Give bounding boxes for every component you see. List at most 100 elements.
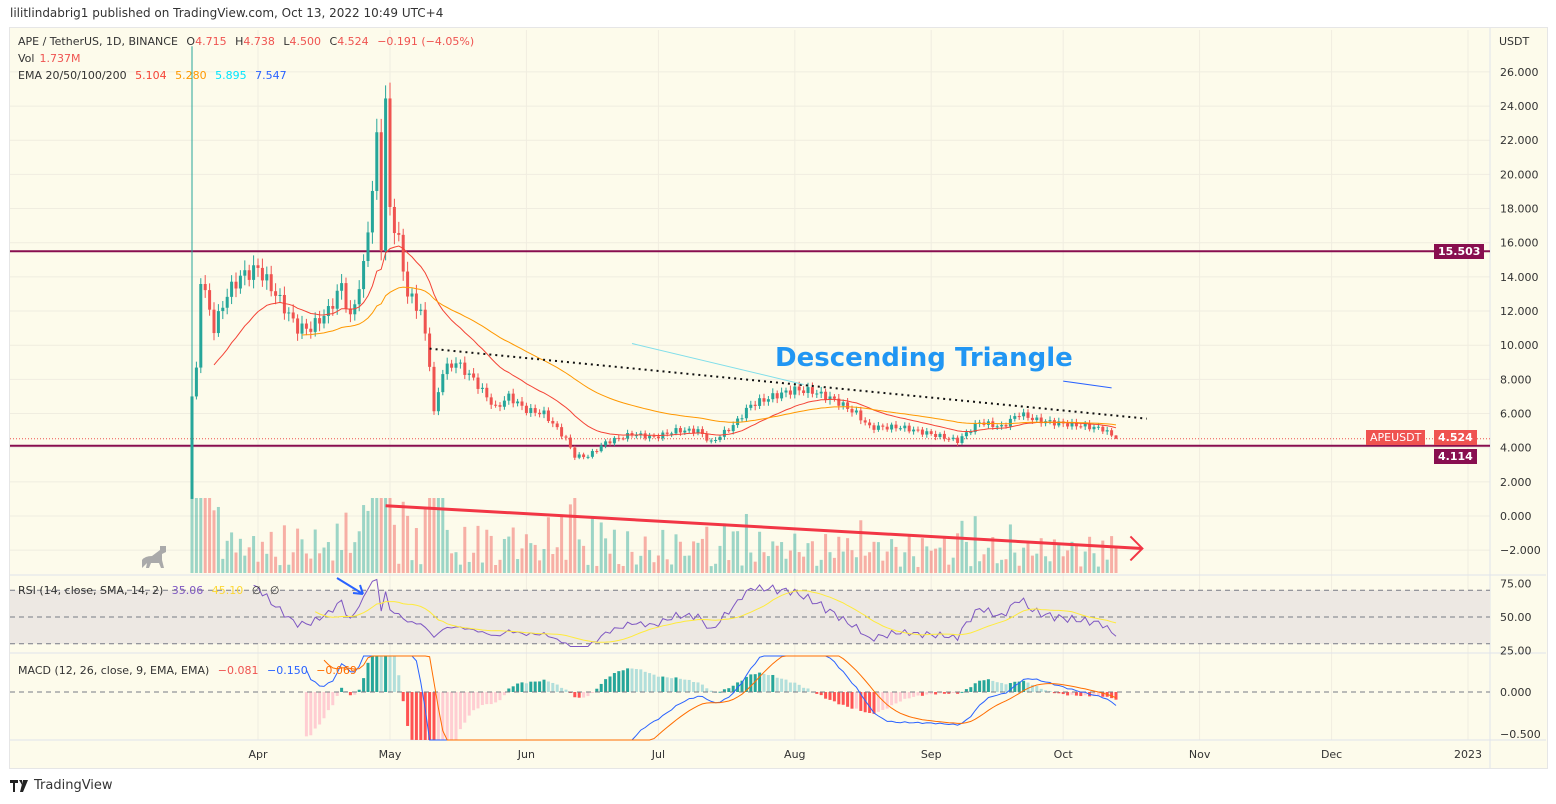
macd-hist-bar — [731, 685, 735, 692]
macd-hist-bar — [1092, 692, 1096, 697]
candle-body — [766, 399, 770, 402]
volume-bar — [300, 539, 304, 573]
descending-triangle-annotation[interactable]: Descending Triangle — [775, 343, 1073, 373]
candle-body — [238, 275, 242, 289]
candle-body — [1013, 416, 1017, 419]
macd-hist-bar — [467, 692, 471, 716]
volume-bar — [476, 525, 480, 573]
footer-brand[interactable]: TradingView — [10, 778, 113, 793]
ema-legend[interactable]: EMA 20/50/100/200 5.104 5.280 5.895 7.54… — [18, 69, 292, 82]
macd-hist-bar — [753, 674, 757, 692]
volume-bar — [221, 558, 225, 573]
volume-bar — [322, 547, 326, 573]
volume-bar — [410, 560, 414, 573]
open-value: 4.715 — [195, 35, 227, 48]
volume-bar — [828, 552, 832, 573]
volume-bar — [1008, 524, 1012, 573]
macd-hist-bar — [692, 682, 696, 692]
macd-hist-bar — [582, 692, 586, 698]
candle-body — [577, 454, 581, 458]
volume-bar — [876, 542, 880, 573]
macd-hist-bar — [868, 692, 872, 713]
volume-bar — [546, 517, 550, 573]
y-tick-label: 22.000 — [1500, 134, 1539, 147]
candle-body — [665, 432, 669, 434]
candle-body — [612, 437, 616, 444]
candle-body — [458, 362, 462, 364]
symbol-title[interactable]: APE / TetherUS, 1D, BINANCE — [18, 35, 178, 48]
macd-hist-bar — [678, 678, 682, 692]
candle-body — [797, 386, 801, 391]
y-tick-label: 26.000 — [1500, 66, 1539, 79]
candle-body — [894, 424, 898, 429]
candle-body — [692, 428, 696, 434]
volume-bar — [942, 537, 946, 573]
ema100-value: 5.895 — [215, 69, 247, 82]
macd-hist-bar — [555, 684, 559, 692]
macd-legend[interactable]: MACD (12, 26, close, 9, EMA, EMA) −0.081… — [18, 664, 362, 677]
volume-bar — [194, 498, 198, 573]
volume-bar — [309, 558, 313, 573]
ema200-value: 7.547 — [255, 69, 287, 82]
candle-body — [1101, 426, 1105, 432]
volume-bar — [766, 556, 770, 573]
candle-body — [819, 391, 823, 394]
volume-bars — [190, 498, 1118, 573]
candle-body — [384, 98, 388, 251]
volume-bar — [753, 561, 757, 573]
macd-hist-bar — [445, 692, 449, 740]
candle-body — [617, 437, 621, 439]
candle-body — [995, 426, 999, 428]
volume-bar — [978, 561, 982, 573]
volume-bar — [243, 555, 247, 573]
macd-hist-bar — [476, 692, 480, 709]
volume-bar — [401, 501, 405, 573]
rsi-legend[interactable]: RSI (14, close, SMA, 14, 2) 35.06 45.10 … — [18, 584, 284, 597]
volume-bar — [1088, 536, 1092, 573]
candle-body — [929, 431, 933, 434]
macd-hist-bar — [533, 681, 537, 692]
macd-hist-bar — [925, 692, 929, 695]
volume-bar — [428, 498, 432, 573]
candle-body — [1039, 417, 1043, 424]
ema20-value: 5.104 — [135, 69, 167, 82]
candle-body — [876, 425, 880, 430]
volume-bar — [375, 498, 379, 573]
macd-hist-bar — [340, 687, 344, 692]
macd-hist-bar — [815, 692, 819, 694]
macd-hist-bar — [854, 692, 858, 709]
macd-hist-bar — [991, 680, 995, 692]
macd-hist-bar — [454, 692, 458, 740]
candle-body — [907, 425, 911, 432]
macd-hist-bar — [740, 680, 744, 692]
candle-body — [489, 397, 493, 405]
volume-legend[interactable]: Vol 1.737M — [18, 52, 85, 65]
ema50-line — [301, 286, 1117, 426]
macd-hist-bar — [960, 691, 964, 693]
candle-body — [318, 318, 322, 324]
macd-hist-bar — [784, 679, 788, 692]
volume-bar — [960, 520, 964, 573]
macd-hist-bar — [995, 682, 999, 692]
volume-bar — [973, 516, 977, 573]
macd-hist-bar — [920, 692, 924, 696]
volume-bar — [445, 529, 449, 573]
volume-bar — [722, 523, 726, 573]
macd-hist-bar — [318, 692, 322, 725]
macd-hist-bar — [1035, 686, 1039, 692]
volume-bar — [573, 498, 577, 573]
macd-hist-bar — [938, 692, 942, 694]
candle-body — [388, 98, 392, 207]
volume-bar — [617, 564, 621, 573]
volume-bar — [687, 555, 691, 573]
volume-bar — [203, 498, 207, 573]
candle-body — [991, 421, 995, 428]
macd-hist-bar — [564, 689, 568, 692]
candle-body — [973, 423, 977, 433]
volume-bar — [925, 546, 929, 573]
candle-body — [282, 294, 286, 314]
volume-bar — [850, 550, 854, 573]
candle-body — [683, 430, 687, 433]
volume-bar — [238, 538, 242, 573]
